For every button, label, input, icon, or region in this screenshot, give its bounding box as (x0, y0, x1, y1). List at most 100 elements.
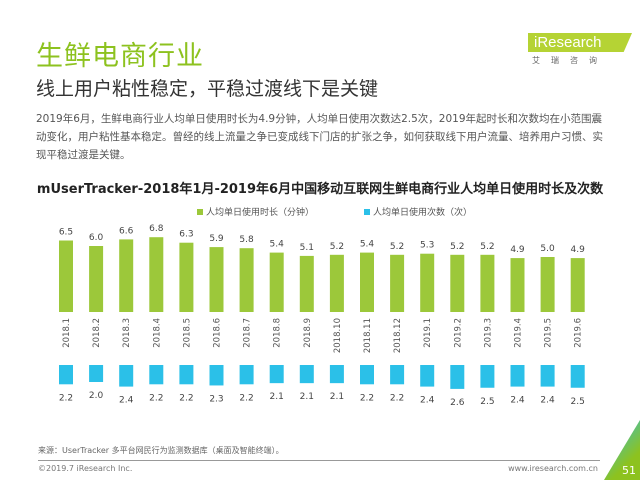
count-label: 2.1 (270, 392, 284, 402)
page-subtitle: 线上用户粘性稳定，平稳过渡线下是关键 (36, 78, 379, 100)
category-label: 2018.6 (213, 318, 223, 348)
count-bar (269, 365, 284, 384)
count-label: 2.3 (209, 394, 223, 404)
category-label: 2018.2 (92, 318, 102, 348)
duration-bar (329, 254, 344, 312)
count-bar (239, 365, 254, 385)
legend-duration: 人均单日使用时长（分钟） (197, 205, 314, 218)
category-label: 2018.4 (152, 318, 162, 348)
count-label: 2.4 (420, 396, 435, 406)
count-label: 2.2 (179, 393, 193, 403)
count-bar (179, 365, 194, 385)
duration-bar (179, 242, 194, 312)
duration-bar (360, 252, 374, 312)
duration-bar (269, 252, 284, 312)
logo-cn: 艾瑞咨询 (532, 56, 608, 65)
copyright: ©2019.7 iResearch Inc. (38, 464, 133, 473)
category-label: 2018.5 (182, 318, 192, 348)
count-label: 2.5 (571, 397, 585, 407)
duration-label: 5.4 (360, 240, 375, 250)
duration-label: 4.9 (510, 245, 525, 255)
page-number: 51 (622, 464, 636, 477)
category-label: 2018.8 (273, 318, 283, 348)
count-label: 2.6 (450, 398, 465, 408)
duration-bar (540, 257, 555, 312)
count-label: 2.4 (119, 396, 134, 406)
count-label: 2.4 (510, 396, 525, 406)
category-label: 2019.1 (423, 318, 433, 348)
duration-bar (450, 254, 465, 312)
category-label: 2018.3 (122, 318, 132, 348)
duration-bar (209, 247, 224, 312)
count-bar (510, 365, 525, 387)
category-label: 2019.4 (514, 318, 524, 348)
category-label: 2019.2 (453, 318, 463, 348)
count-label: 2.1 (330, 392, 344, 402)
category-label: 2018.7 (243, 318, 253, 348)
duration-label: 6.6 (119, 226, 134, 236)
logo-text: iResearch (528, 33, 632, 52)
count-bar (360, 365, 374, 385)
count-label: 2.2 (149, 393, 163, 403)
legend-label: 人均单日使用次数（次） (373, 208, 473, 218)
duration-bar (510, 258, 525, 312)
website-url: www.iresearch.com.cn (508, 464, 598, 473)
duration-label: 6.0 (89, 233, 104, 243)
footer-divider (38, 460, 600, 461)
duration-label: 5.0 (540, 244, 555, 254)
count-bar (209, 365, 224, 386)
duration-bar (420, 253, 435, 312)
duration-label: 4.9 (571, 245, 586, 255)
duration-label: 5.2 (480, 242, 494, 252)
count-label: 2.2 (59, 393, 73, 403)
iresearch-logo: iResearch 艾瑞咨询 (528, 33, 632, 66)
duration-bar (89, 246, 104, 312)
legend-count: 人均单日使用次数（次） (364, 205, 472, 218)
count-bar (59, 365, 73, 385)
duration-label: 5.2 (390, 242, 404, 252)
duration-label: 6.3 (179, 230, 193, 240)
duration-label: 5.8 (239, 235, 254, 245)
category-label: 2019.5 (544, 318, 554, 348)
category-label: 2018.10 (333, 318, 343, 353)
count-bar (420, 365, 435, 387)
duration-bar (480, 254, 495, 312)
duration-bar (390, 254, 405, 312)
count-label: 2.0 (89, 391, 104, 401)
legend-swatch-blue (364, 208, 370, 215)
count-bar (540, 365, 555, 387)
duration-label: 5.4 (270, 240, 285, 250)
count-bar (329, 365, 344, 384)
count-bar (149, 365, 164, 385)
category-label: 2018.1 (62, 318, 72, 348)
duration-bar (299, 255, 314, 312)
count-bar (570, 365, 585, 388)
count-label: 2.1 (300, 392, 314, 402)
duration-label: 6.8 (149, 224, 164, 234)
category-label: 2018.12 (393, 318, 403, 353)
duration-bar (239, 248, 254, 312)
count-bar (89, 365, 104, 382)
duration-bar (59, 240, 73, 312)
category-label: 2018.9 (303, 318, 313, 348)
duration-bar (149, 237, 164, 312)
count-bar (450, 365, 465, 389)
summary-text: 2019年6月，生鲜电商行业人均单日使用时长为4.9分钟，人均单日使用次数达2.… (36, 113, 603, 161)
duration-label: 5.9 (209, 234, 224, 244)
count-bar (390, 365, 405, 385)
count-label: 2.2 (239, 393, 253, 403)
count-label: 2.4 (540, 396, 555, 406)
count-label: 2.2 (360, 393, 374, 403)
count-label: 2.2 (390, 393, 404, 403)
chart-title: mUserTracker-2018年1月-2019年6月中国移动互联网生鲜电商行… (36, 182, 604, 197)
category-label: 2018.11 (363, 318, 373, 353)
category-label: 2019.3 (483, 318, 493, 348)
count-bar (480, 365, 495, 388)
category-label: 2019.6 (574, 318, 584, 348)
duration-bar (119, 239, 134, 312)
duration-label: 5.1 (300, 243, 314, 253)
duration-label: 6.5 (59, 228, 73, 238)
duration-label: 5.2 (330, 242, 344, 252)
